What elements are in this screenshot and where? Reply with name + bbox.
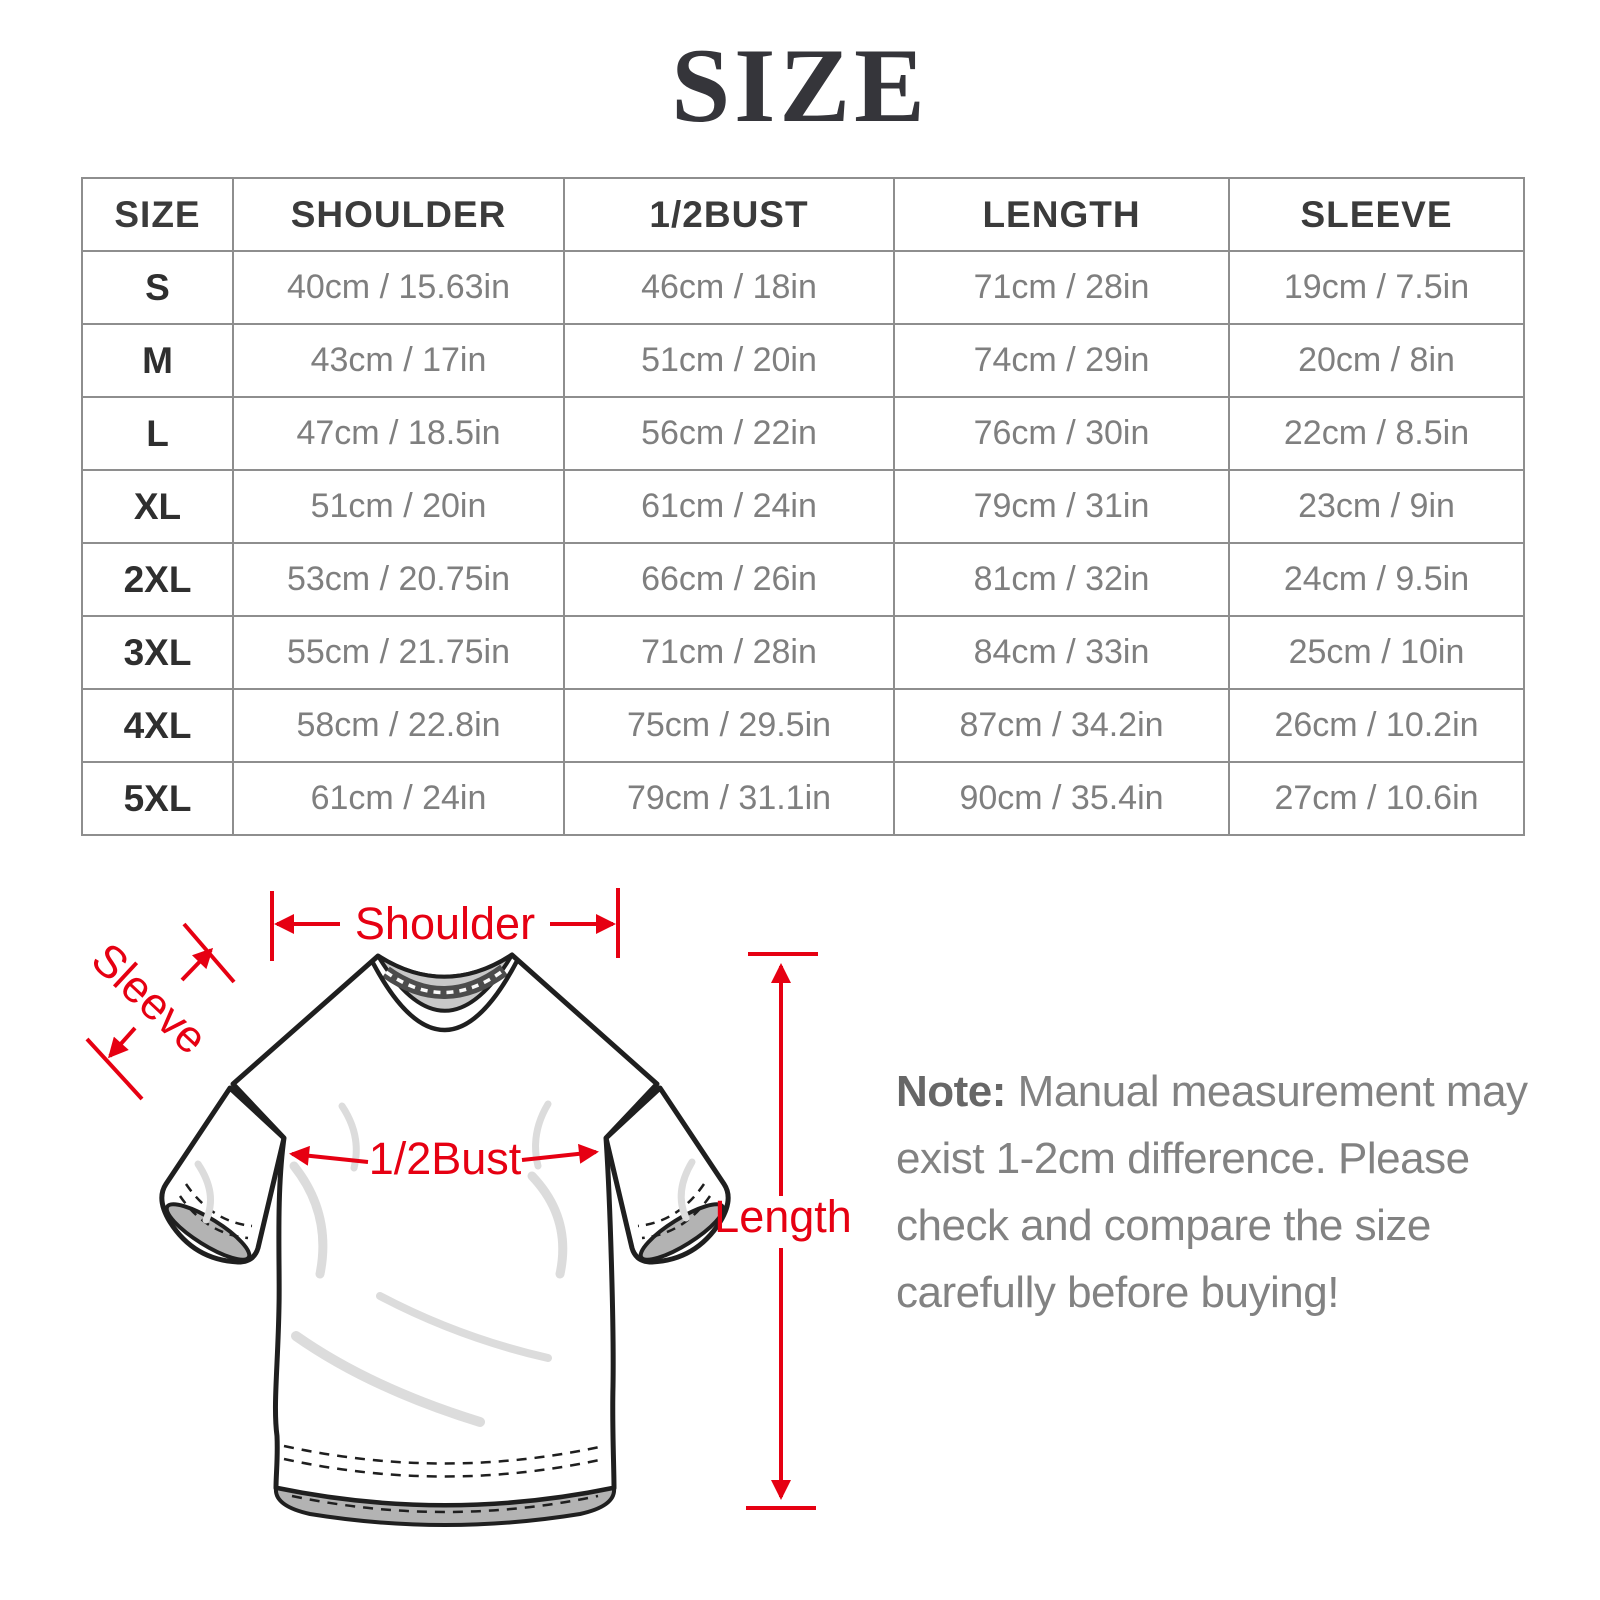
sleeve-tick-bottom [85, 1037, 144, 1101]
shoulder-cell: 43cm / 17in [232, 323, 565, 398]
column-header-bust: 1/2BUST [563, 177, 895, 252]
sleeve-cell: 19cm / 7.5in [1228, 250, 1525, 325]
sleeve-cell: 23cm / 9in [1228, 469, 1525, 544]
size-cell: S [81, 250, 234, 325]
note-line: Note: Manual measurement may [896, 1058, 1536, 1125]
shoulder-cell: 40cm / 15.63in [232, 250, 565, 325]
shoulder-cell: 58cm / 22.8in [232, 688, 565, 763]
note-line: carefully before buying! [896, 1268, 1339, 1317]
column-header-length: LENGTH [893, 177, 1230, 252]
sleeve-arrow-up [180, 947, 214, 982]
bust-cell: 71cm / 28in [563, 615, 895, 690]
measure-annotations [85, 888, 818, 1510]
shoulder-label: Shoulder [355, 898, 535, 949]
note-line1: Manual measurement may [1005, 1067, 1528, 1116]
size-table-header: SIZE SHOULDER 1/2BUST LENGTH SLEEVE [81, 177, 1525, 252]
note-prefix: Note: [896, 1067, 1006, 1116]
shoulder-cell: 61cm / 24in [232, 761, 565, 836]
note-line: check and compare the size [896, 1201, 1431, 1250]
bust-cell: 51cm / 20in [563, 323, 895, 398]
size-cell: 3XL [81, 615, 234, 690]
shoulder-cell: 55cm / 21.75in [232, 615, 565, 690]
tshirt-measurement-diagram: Shoulder Sleeve 1/2Bust Length [82, 888, 852, 1527]
tshirt-drawing [159, 952, 731, 1527]
table-row: XL 51cm / 20in 61cm / 24in 79cm / 31in 2… [81, 469, 1525, 544]
length-label: Length [714, 1191, 852, 1242]
table-row: L 47cm / 18.5in 56cm / 22in 76cm / 30in … [81, 396, 1525, 471]
length-cell: 81cm / 32in [893, 542, 1230, 617]
sleeve-cell: 26cm / 10.2in [1228, 688, 1525, 763]
length-cell: 74cm / 29in [893, 323, 1230, 398]
bust-cell: 56cm / 22in [563, 396, 895, 471]
bust-cell: 66cm / 26in [563, 542, 895, 617]
header-row: SIZE SHOULDER 1/2BUST LENGTH SLEEVE [81, 177, 1525, 252]
size-cell: M [81, 323, 234, 398]
bust-cell: 46cm / 18in [563, 250, 895, 325]
length-cell: 90cm / 35.4in [893, 761, 1230, 836]
table-row: S 40cm / 15.63in 46cm / 18in 71cm / 28in… [81, 250, 1525, 325]
length-cell: 71cm / 28in [893, 250, 1230, 325]
bust-arrow-right [521, 1143, 599, 1164]
size-cell: 2XL [81, 542, 234, 617]
table-row: M 43cm / 17in 51cm / 20in 74cm / 29in 20… [81, 323, 1525, 398]
length-cell: 87cm / 34.2in [893, 688, 1230, 763]
length-cell: 76cm / 30in [893, 396, 1230, 471]
sleeve-cell: 27cm / 10.6in [1228, 761, 1525, 836]
bust-cell: 61cm / 24in [563, 469, 895, 544]
column-header-sleeve: SLEEVE [1228, 177, 1525, 252]
page-title: SIZE [671, 27, 929, 144]
table-row: 2XL 53cm / 20.75in 66cm / 26in 81cm / 32… [81, 542, 1525, 617]
bust-arrow-left [289, 1145, 369, 1166]
shoulder-cell: 51cm / 20in [232, 469, 565, 544]
sleeve-arrow-down [108, 1026, 137, 1059]
sleeve-cell: 24cm / 9.5in [1228, 542, 1525, 617]
length-cell: 79cm / 31in [893, 469, 1230, 544]
table-row: 4XL 58cm / 22.8in 75cm / 29.5in 87cm / 3… [81, 688, 1525, 763]
column-header-shoulder: SHOULDER [232, 177, 565, 252]
table-row: 3XL 55cm / 21.75in 71cm / 28in 84cm / 33… [81, 615, 1525, 690]
length-cell: 84cm / 33in [893, 615, 1230, 690]
size-cell: 5XL [81, 761, 234, 836]
size-cell: L [81, 396, 234, 471]
shoulder-cell: 47cm / 18.5in [232, 396, 565, 471]
note-line: exist 1-2cm difference. Please [896, 1134, 1470, 1183]
size-table: SIZE SHOULDER 1/2BUST LENGTH SLEEVE S 40… [81, 177, 1525, 836]
sleeve-cell: 20cm / 8in [1228, 323, 1525, 398]
shoulder-cell: 53cm / 20.75in [232, 542, 565, 617]
bust-cell: 79cm / 31.1in [563, 761, 895, 836]
bust-label: 1/2Bust [369, 1133, 522, 1184]
note-text: Note: Manual measurement may exist 1-2cm… [896, 1058, 1536, 1326]
size-cell: XL [81, 469, 234, 544]
column-header-size: SIZE [81, 177, 234, 252]
table-row: 5XL 61cm / 24in 79cm / 31.1in 90cm / 35.… [81, 761, 1525, 836]
sleeve-label: Sleeve [82, 933, 217, 1064]
sleeve-cell: 25cm / 10in [1228, 615, 1525, 690]
bust-cell: 75cm / 29.5in [563, 688, 895, 763]
sleeve-cell: 22cm / 8.5in [1228, 396, 1525, 471]
size-cell: 4XL [81, 688, 234, 763]
